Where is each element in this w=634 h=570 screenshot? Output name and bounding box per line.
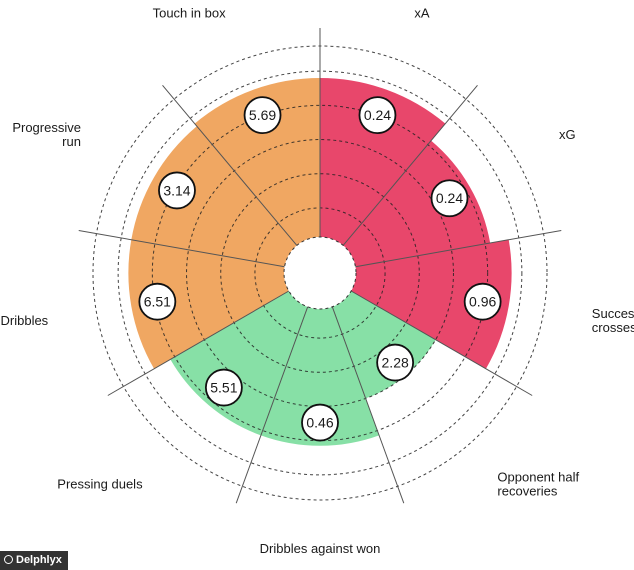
category-label-line: Dribbles — [1, 313, 49, 328]
wedge-pressing-duels — [170, 291, 308, 436]
category-label-line: xA — [414, 6, 430, 21]
category-labels: xA xG Successfulcrosses Opponent halfrecove… — [1, 6, 634, 556]
category-label-progressive-run: Progressive run — [12, 120, 81, 149]
category-label-line: run — [62, 134, 81, 149]
value-label-touch-in-box: 5.69 — [249, 107, 276, 123]
category-label-line: Successful — [592, 306, 634, 321]
value-bubble-pressing-duels — [204, 368, 243, 407]
grid-ring — [220, 173, 420, 373]
center-hole — [283, 236, 357, 310]
category-label-line: Progressive — [12, 120, 81, 135]
value-bubble-opponent-half-recoveries — [376, 343, 415, 382]
value-bubble-dribbles — [138, 282, 177, 321]
value-label-opponent-half-recoveries: 2.28 — [382, 355, 409, 371]
category-label-dribbles-against-won: Dribbles against won — [260, 541, 381, 556]
value-bubble-successful-crosses — [463, 282, 502, 321]
wedge-xa — [320, 77, 446, 246]
grid-ring — [186, 139, 454, 407]
wedge-dribbles — [128, 239, 289, 369]
spoke-line — [235, 306, 309, 504]
spoke-line — [355, 229, 562, 268]
category-label-dribbles: Dribbles — [1, 313, 49, 328]
grid-ring — [151, 104, 489, 442]
logo-icon — [4, 555, 13, 564]
spoke-line — [331, 306, 405, 504]
category-label-xa: xA — [414, 6, 430, 21]
category-label-line: crosses — [592, 320, 634, 335]
spoke-line — [107, 290, 290, 396]
value-label-progressive-run: 3.14 — [163, 182, 190, 198]
value-bubble-progressive-run — [158, 171, 196, 210]
category-label-line: xG — [559, 127, 576, 142]
category-label-line: Touch in box — [153, 6, 226, 21]
category-label-opponent-half-recoveries: Opponent half recoveries — [497, 469, 579, 498]
spoke-line — [342, 84, 478, 246]
spoke-line — [78, 229, 285, 268]
value-label-successful-crosses: 0.96 — [469, 294, 496, 310]
wedge-progressive-run — [131, 126, 297, 267]
credit-text: Delphlyx — [16, 554, 62, 566]
category-label-successful-crosses: Successfulcrosses — [592, 306, 634, 335]
wedge-successful-crosses — [351, 239, 512, 369]
credit-badge: Delphlyx — [0, 551, 68, 570]
value-bubbles: 0.24 0.24 0.96 2.28 0.46 5.51 6.51 3.14 5.69 — [138, 96, 502, 442]
value-label-pressing-duels: 5.51 — [210, 380, 237, 396]
category-label-line: Opponent half — [497, 469, 579, 484]
category-label-line: Dribbles against won — [260, 541, 381, 556]
spoke-line — [350, 290, 533, 396]
category-label-xg: xG — [559, 127, 576, 142]
value-label-dribbles: 6.51 — [144, 294, 171, 310]
category-label-touch-in-box: Touch in box — [153, 6, 226, 21]
category-label-pressing-duels: Pressing duels — [57, 476, 143, 491]
value-bubble-xa — [358, 96, 397, 135]
value-label-xa: 0.24 — [364, 107, 391, 123]
value-label-dribbles-against-won: 0.46 — [306, 415, 333, 431]
radar-spokes — [78, 28, 562, 504]
value-bubble-dribbles-against-won — [301, 403, 339, 442]
value-bubble-xg — [430, 179, 469, 218]
category-label-line: Pressing duels — [57, 476, 143, 491]
value-label-xg: 0.24 — [436, 190, 463, 206]
category-label-line: recoveries — [497, 483, 557, 498]
spoke-line — [162, 84, 298, 246]
wedge-touch-in-box — [194, 77, 320, 246]
value-bubble-touch-in-box — [243, 96, 282, 135]
wedge-dribbles-against-won — [260, 306, 380, 446]
